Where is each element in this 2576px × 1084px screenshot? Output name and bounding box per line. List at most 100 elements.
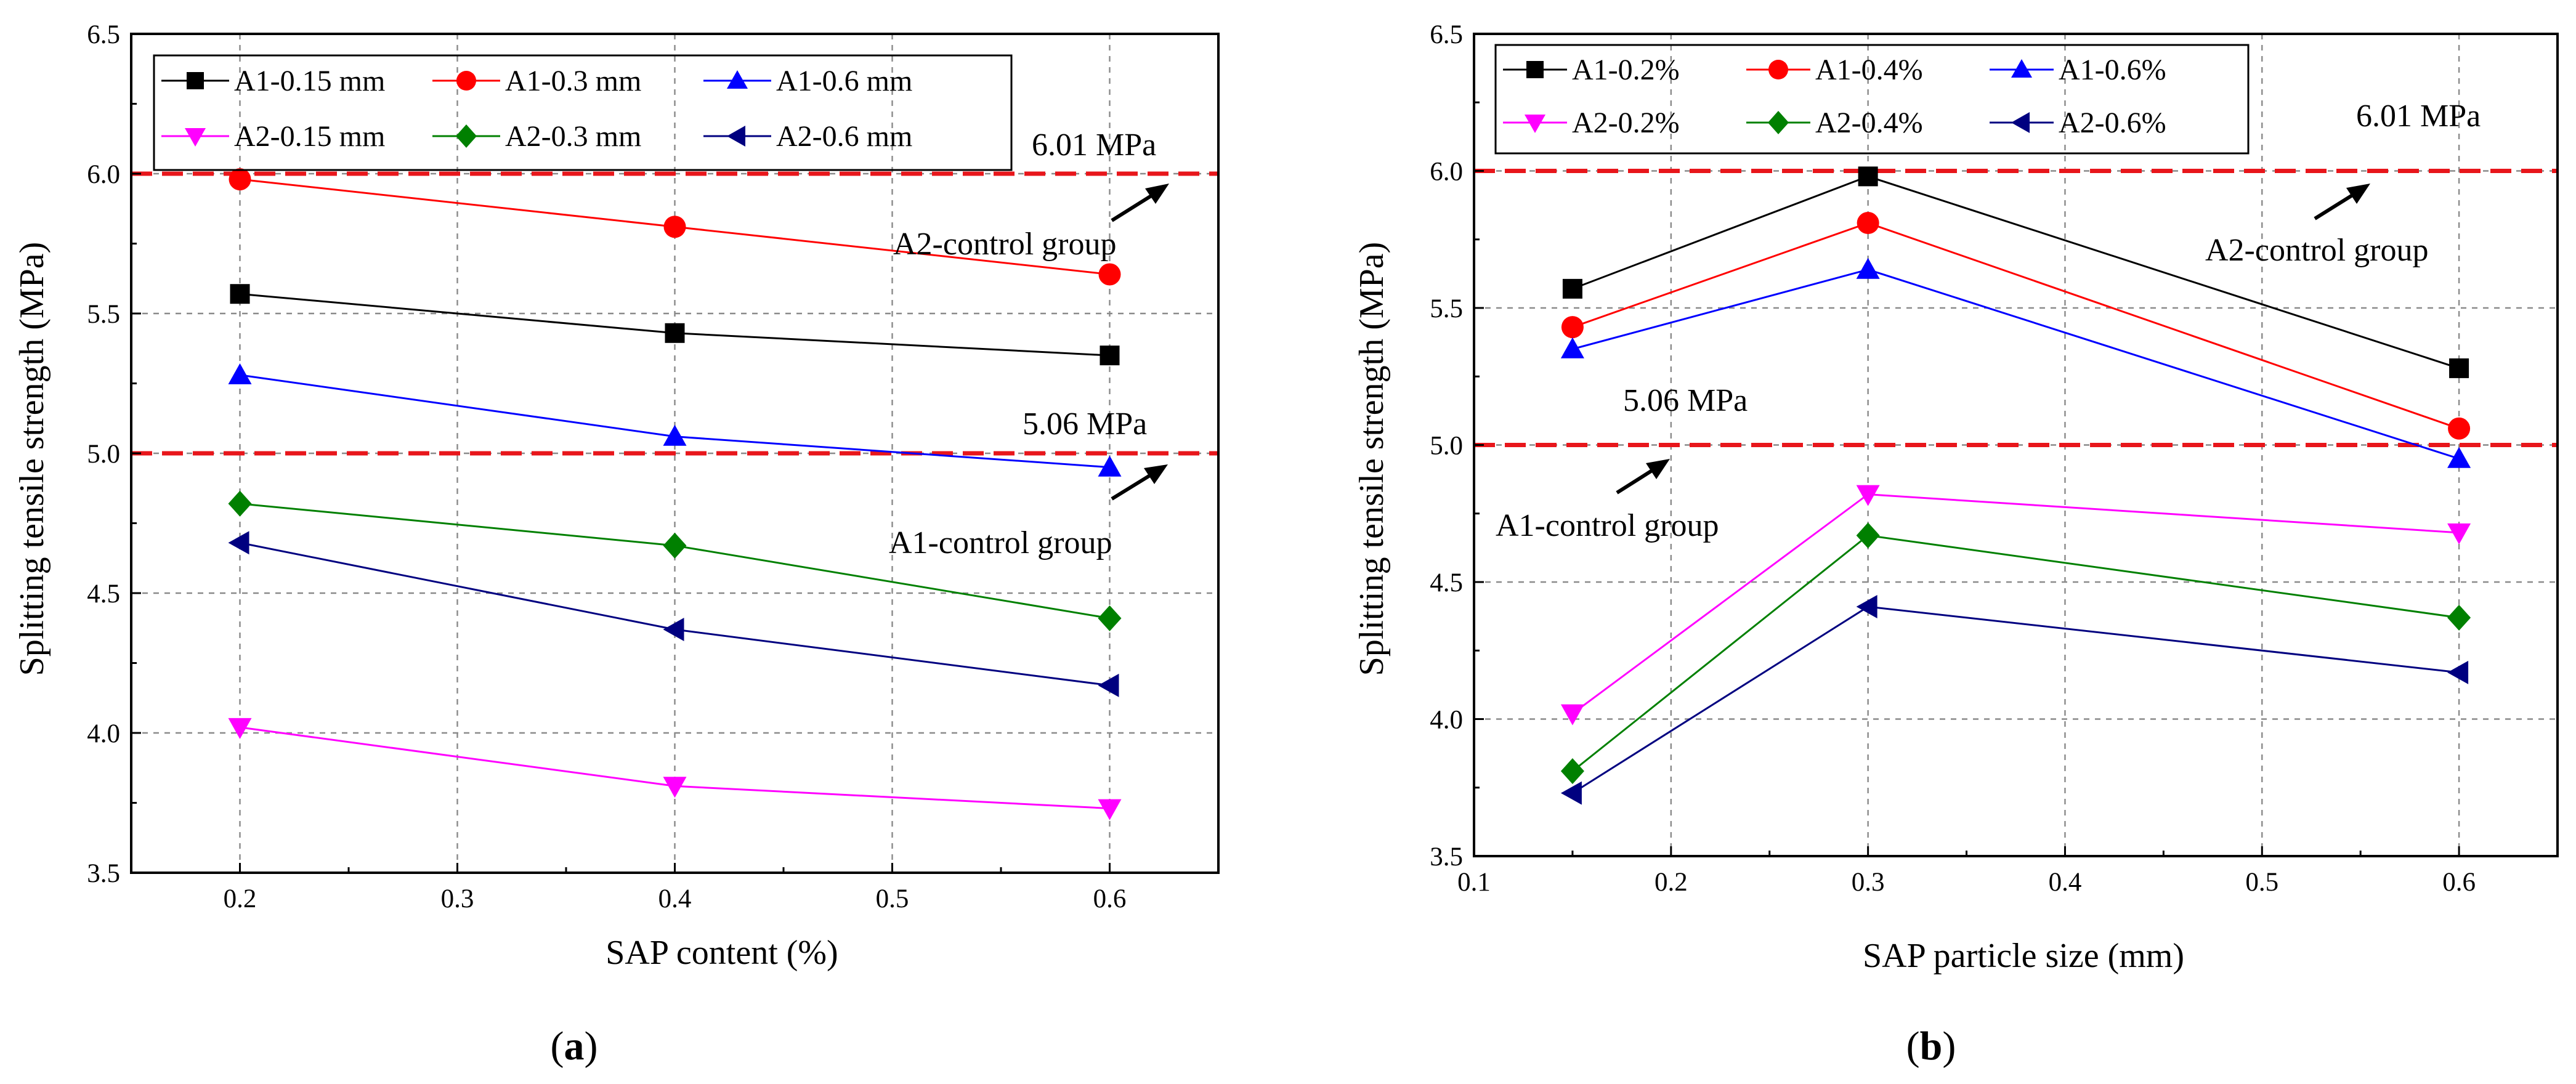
y-tick-label: 5.5	[87, 300, 120, 329]
data-point	[1560, 704, 1584, 726]
data-point	[228, 490, 252, 517]
panel-a-annotation-a1-control: A1-control group	[889, 525, 1112, 560]
data-point	[663, 532, 687, 559]
series-line	[1572, 175, 2460, 370]
panel-b-caption: (b)	[1906, 1024, 1956, 1069]
data-point	[1560, 781, 1582, 805]
x-tick-label: 0.1	[1457, 868, 1491, 897]
y-tick-label: 5.5	[1430, 294, 1463, 323]
panel-a-ref-label-low: 5.06 MPa	[1023, 407, 1147, 442]
x-tick-label: 0.5	[2245, 868, 2278, 897]
legend-marker	[1525, 115, 1545, 133]
legend-entry-a1-0-15-mm: A1-0.15 mm	[161, 65, 385, 97]
data-point	[1098, 673, 1119, 697]
series-a1-0-15-mm	[230, 284, 1120, 366]
legend-entry-a1-0-3-mm: A1-0.3 mm	[432, 65, 641, 97]
x-tick-label: 0.6	[2442, 868, 2476, 897]
y-tick-label: 4.5	[1430, 568, 1463, 597]
panel-a-y-axis-title: Splitting tensile strength (MPa)	[13, 242, 51, 676]
legend-label: A2-0.6%	[2059, 107, 2166, 139]
panel-a-reference-lines	[131, 171, 1218, 456]
data-point	[2447, 660, 2469, 684]
legend-marker	[1768, 111, 1789, 134]
y-tick-label: 3.5	[87, 859, 120, 888]
panel-b-legend: A1-0.2% A1-0.4% A1-0.6% A2-0.2% A2-0.4% A2-0.…	[1494, 44, 2250, 155]
series-a1-0-3-mm	[229, 168, 1121, 286]
series-a2-0-6	[1560, 595, 2469, 805]
panel-a-grid	[131, 34, 1218, 873]
legend-label: A2-0.2%	[1572, 107, 1680, 139]
legend-label: A1-0.6 mm	[776, 65, 912, 97]
panel-b-ref-label-high: 6.01 MPa	[2356, 99, 2481, 134]
series-line	[1572, 605, 2460, 794]
x-tick-label: 0.2	[224, 884, 257, 913]
data-point	[2447, 447, 2471, 468]
panel-b-legend-box	[1494, 44, 2250, 155]
data-point	[2447, 523, 2471, 544]
panel-b-y-axis-title: Splitting tensile strength (MPa)	[1353, 242, 1391, 676]
y-tick-label: 4.0	[87, 719, 120, 748]
legend-entry-a2-0-6-mm: A2-0.6 mm	[703, 120, 912, 153]
series-a2-0-2	[1560, 485, 2471, 726]
panel-b-arrow-a1-control	[1616, 459, 1670, 495]
data-point	[1856, 485, 1880, 506]
legend-label: A1-0.2%	[1572, 54, 1680, 86]
panel-a-legend-entries: A1-0.15 mm A1-0.3 mm A1-0.6 mm A2-0.15 mm A2…	[161, 65, 912, 153]
data-point	[663, 618, 684, 642]
x-tick-label: 0.6	[1093, 884, 1127, 913]
legend-marker	[2011, 59, 2032, 78]
panel-b-x-axis-title: SAP particle size (mm)	[1863, 937, 2184, 975]
data-point	[663, 777, 687, 798]
panel-b-ticks: 0.1 0.2 0.3 0.4 0.5 0.6 3.5 4.0 4.5 5.0 5.5 6.0 6.5	[1430, 20, 2476, 897]
panel-a-caption-letter: a	[564, 1024, 585, 1069]
panel-b-series	[1560, 166, 2471, 805]
series-line	[1572, 269, 2460, 460]
legend-label: A2-0.3 mm	[505, 120, 641, 153]
y-tick-label: 6.5	[1430, 20, 1463, 49]
data-point	[663, 216, 686, 238]
panel-b-annotation-a1-control: A1-control group	[1496, 508, 1719, 543]
series-a2-0-4	[1560, 522, 2471, 785]
data-point	[1856, 522, 1880, 549]
legend-entry-a2-0-3-mm: A2-0.3 mm	[432, 120, 641, 153]
panel-a-legend-box	[153, 54, 1013, 171]
legend-label: A1-0.3 mm	[505, 65, 641, 97]
panel-a-ticks: 0.2 0.3 0.4 0.5 0.6 3.5 4.0 4.5 5.0 5.5 6.0 6.5	[87, 20, 1126, 913]
legend-label: A1-0.15 mm	[234, 65, 385, 97]
series-a2-0-3-mm	[228, 490, 1122, 631]
data-point	[2448, 417, 2471, 440]
series-line	[1571, 534, 2460, 772]
data-point	[665, 323, 685, 343]
panel-b: 0.1 0.2 0.3 0.4 0.5 0.63.54.04.55.05.56.06.5 …	[1353, 20, 2559, 1069]
y-tick-label: 5.0	[87, 440, 120, 469]
y-tick-label: 6.5	[87, 20, 120, 49]
data-point	[228, 718, 252, 739]
legend-marker	[727, 70, 748, 89]
series-a1-0-6	[1560, 257, 2471, 468]
panel-b-arrow-a2-control	[2314, 184, 2370, 220]
legend-entry-a1-0-6-mm: A1-0.6 mm	[703, 65, 912, 97]
data-point	[1560, 337, 1584, 358]
data-point	[1562, 278, 1582, 299]
y-tick-label: 5.0	[1430, 432, 1463, 461]
data-point	[1098, 605, 1122, 631]
legend-label: A2-0.15 mm	[234, 120, 385, 153]
legend-entry-a2-0-15-mm: A2-0.15 mm	[161, 120, 385, 153]
data-point	[230, 284, 250, 304]
data-point	[1098, 263, 1121, 286]
legend-marker	[456, 71, 476, 91]
data-point	[229, 168, 251, 191]
legend-label: A2-0.4%	[1815, 107, 1923, 139]
legend-marker	[727, 126, 745, 147]
y-tick-label: 6.0	[87, 160, 120, 189]
panel-a-annotation-a2-control: A2-control group	[893, 227, 1116, 262]
legend-entry-a1-0-4: A1-0.4%	[1746, 54, 1923, 86]
data-point	[1098, 455, 1122, 477]
data-point	[663, 424, 687, 446]
panel-a-caption: (a)	[551, 1024, 598, 1069]
data-point	[1100, 346, 1120, 366]
series-a2-0-15-mm	[228, 718, 1122, 820]
panel-b-caption-letter: b	[1920, 1024, 1943, 1069]
legend-entry-a2-0-4: A2-0.4%	[1746, 107, 1923, 139]
